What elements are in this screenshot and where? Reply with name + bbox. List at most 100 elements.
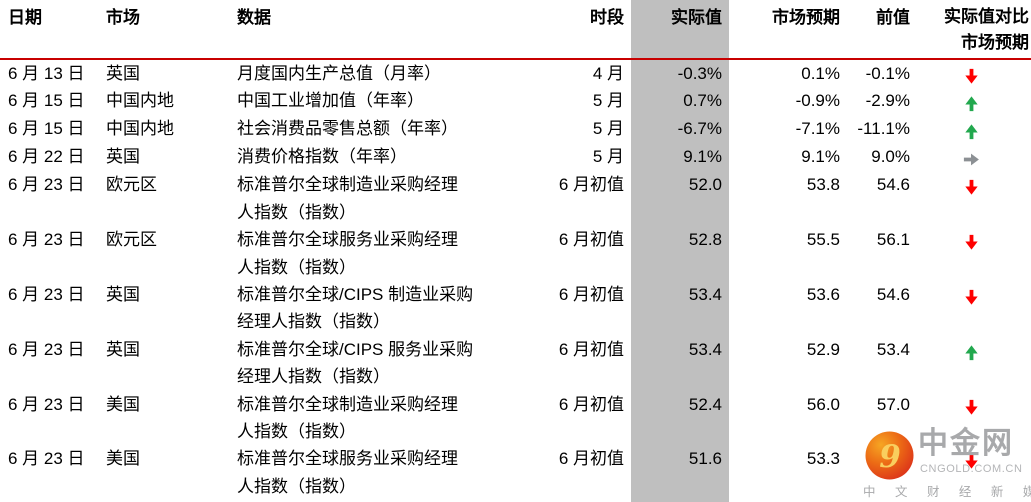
market-cell: 英国 — [106, 339, 140, 359]
comparison-cell — [913, 445, 1031, 500]
expected-cell: 52.9 — [806, 339, 840, 359]
market-cell: 英国 — [106, 64, 140, 83]
table-row: 6 月 23 日 美国 标准普尔全球服务业采购经理 人指数（指数） 6 月初值 51.6… — [0, 445, 1031, 500]
comparison-cell — [913, 391, 1031, 446]
comparison-cell — [913, 87, 1031, 115]
period-cell: 6 月初值 — [558, 339, 624, 359]
market-cell: 欧元区 — [106, 230, 157, 250]
period-cell: 6 月初值 — [558, 285, 624, 305]
previous-cell: 9.0% — [871, 147, 910, 167]
date-cell: 6 月 23 日 — [8, 339, 85, 359]
market-cell: 英国 — [106, 147, 140, 167]
actual-cell: 52.0 — [688, 175, 722, 195]
comparison-cell — [913, 115, 1031, 143]
indicator-cell: 标准普尔全球制造业采购经理 人指数（指数） — [237, 175, 458, 222]
period-cell: 5 月 — [592, 147, 624, 167]
down-arrow-icon — [965, 399, 978, 415]
table-row: 6 月 23 日 英国 标准普尔全球/CIPS 制造业采购 经理人指数（指数） 6 月… — [0, 281, 1031, 336]
indicator-cell: 标准普尔全球服务业采购经理 人指数（指数） — [237, 449, 458, 496]
period-cell: 6 月初值 — [558, 394, 624, 414]
expected-cell: -0.9% — [795, 91, 840, 111]
indicator-cell: 标准普尔全球/CIPS 制造业采购 经理人指数（指数） — [237, 285, 474, 332]
actual-cell: -0.3% — [677, 64, 722, 83]
up-arrow-icon — [965, 96, 978, 112]
table-row: 6 月 23 日 英国 标准普尔全球/CIPS 服务业采购 经理人指数（指数） 6 月… — [0, 336, 1031, 391]
period-cell: 6 月初值 — [558, 449, 624, 469]
previous-cell: -2.9% — [865, 91, 910, 111]
actual-cell: 51.6 — [688, 449, 722, 469]
header-previous: 前值 — [843, 0, 913, 60]
actual-cell: 0.7% — [683, 91, 722, 111]
down-arrow-icon — [965, 235, 978, 250]
comparison-cell — [913, 59, 1031, 87]
header-period: 时段 — [533, 0, 631, 60]
table-row: 6 月 23 日 欧元区 标准普尔全球服务业采购经理 人指数（指数） 6 月初值 52.… — [0, 226, 1031, 281]
right-arrow-icon — [963, 154, 979, 166]
header-row: 日期 市场 数据 时段 实际值 市场预期 前值 实际值对比 市场预期 — [0, 0, 1031, 60]
actual-cell: 9.1% — [683, 147, 722, 167]
table-row: 6 月 15 日 中国内地 社会消费品零售总额（年率） 5 月 -6.7% -7.1% -1… — [0, 115, 1031, 143]
previous-cell: 54.6 — [876, 175, 910, 195]
previous-cell: 54.6 — [876, 285, 910, 305]
previous-cell: -0.1% — [865, 64, 910, 83]
down-arrow-icon — [965, 68, 978, 84]
market-cell: 欧元区 — [106, 175, 157, 195]
date-cell: 6 月 23 日 — [8, 394, 85, 414]
indicator-cell: 中国工业增加值（年率） — [237, 91, 424, 111]
comparison-cell — [913, 336, 1031, 391]
table-row: 6 月 15 日 中国内地 中国工业增加值（年率） 5 月 0.7% -0.9% -2.9% — [0, 87, 1031, 115]
actual-cell: 53.4 — [688, 339, 722, 359]
down-arrow-icon — [965, 180, 978, 196]
market-cell: 中国内地 — [106, 119, 174, 139]
indicator-cell: 标准普尔全球制造业采购经理 人指数（指数） — [237, 394, 458, 442]
header-market: 市场 — [100, 0, 233, 60]
market-cell: 美国 — [106, 394, 140, 414]
date-cell: 6 月 15 日 — [8, 119, 85, 139]
market-cell: 美国 — [106, 449, 140, 469]
period-cell: 6 月初值 — [558, 230, 624, 250]
market-cell: 英国 — [106, 285, 140, 305]
previous-cell: -11.1% — [857, 119, 910, 139]
actual-cell: -6.7% — [677, 119, 722, 139]
indicator-cell: 标准普尔全球/CIPS 服务业采购 经理人指数（指数） — [237, 339, 474, 387]
down-arrow-icon — [965, 454, 978, 470]
expected-cell: 53.8 — [806, 175, 840, 195]
date-cell: 6 月 22 日 — [8, 147, 85, 167]
indicator-cell: 消费价格指数（年率） — [237, 147, 407, 167]
expected-cell: 56.0 — [806, 394, 840, 414]
table-row: 6 月 22 日 英国 消费价格指数（年率） 5 月 9.1% 9.1% 9.0% — [0, 143, 1031, 171]
header-date: 日期 — [0, 0, 100, 60]
previous-cell: 53.4 — [876, 339, 910, 359]
date-cell: 6 月 23 日 — [8, 175, 85, 195]
header-indicator: 数据 — [233, 0, 533, 60]
date-cell: 6 月 13 日 — [8, 64, 85, 83]
period-cell: 4 月 — [592, 64, 624, 83]
period-cell: 5 月 — [592, 119, 624, 139]
expected-cell: -7.1% — [795, 119, 840, 139]
actual-cell: 52.8 — [688, 230, 722, 250]
expected-cell: 53.6 — [806, 285, 840, 305]
expected-cell: 9.1% — [801, 147, 840, 167]
previous-cell — [843, 445, 913, 500]
table-row: 6 月 23 日 欧元区 标准普尔全球制造业采购经理 人指数（指数） 6 月初值 52.… — [0, 171, 1031, 226]
actual-cell: 52.4 — [688, 394, 722, 414]
expected-cell: 55.5 — [806, 230, 840, 250]
header-expected: 市场预期 — [729, 0, 843, 60]
date-cell: 6 月 15 日 — [8, 91, 85, 111]
expected-cell: 53.3 — [806, 449, 840, 469]
date-cell: 6 月 23 日 — [8, 230, 85, 250]
comparison-cell — [913, 226, 1031, 281]
indicator-cell: 标准普尔全球服务业采购经理 人指数（指数） — [237, 230, 458, 277]
header-actual: 实际值 — [631, 0, 729, 60]
comparison-cell — [913, 143, 1031, 171]
period-cell: 5 月 — [592, 91, 624, 111]
comparison-cell — [913, 281, 1031, 336]
down-arrow-icon — [965, 289, 978, 305]
header-comparison: 实际值对比 市场预期 — [913, 0, 1031, 60]
comparison-cell — [913, 171, 1031, 226]
up-arrow-icon — [965, 124, 978, 140]
period-cell: 6 月初值 — [558, 175, 624, 195]
date-cell: 6 月 23 日 — [8, 449, 85, 469]
